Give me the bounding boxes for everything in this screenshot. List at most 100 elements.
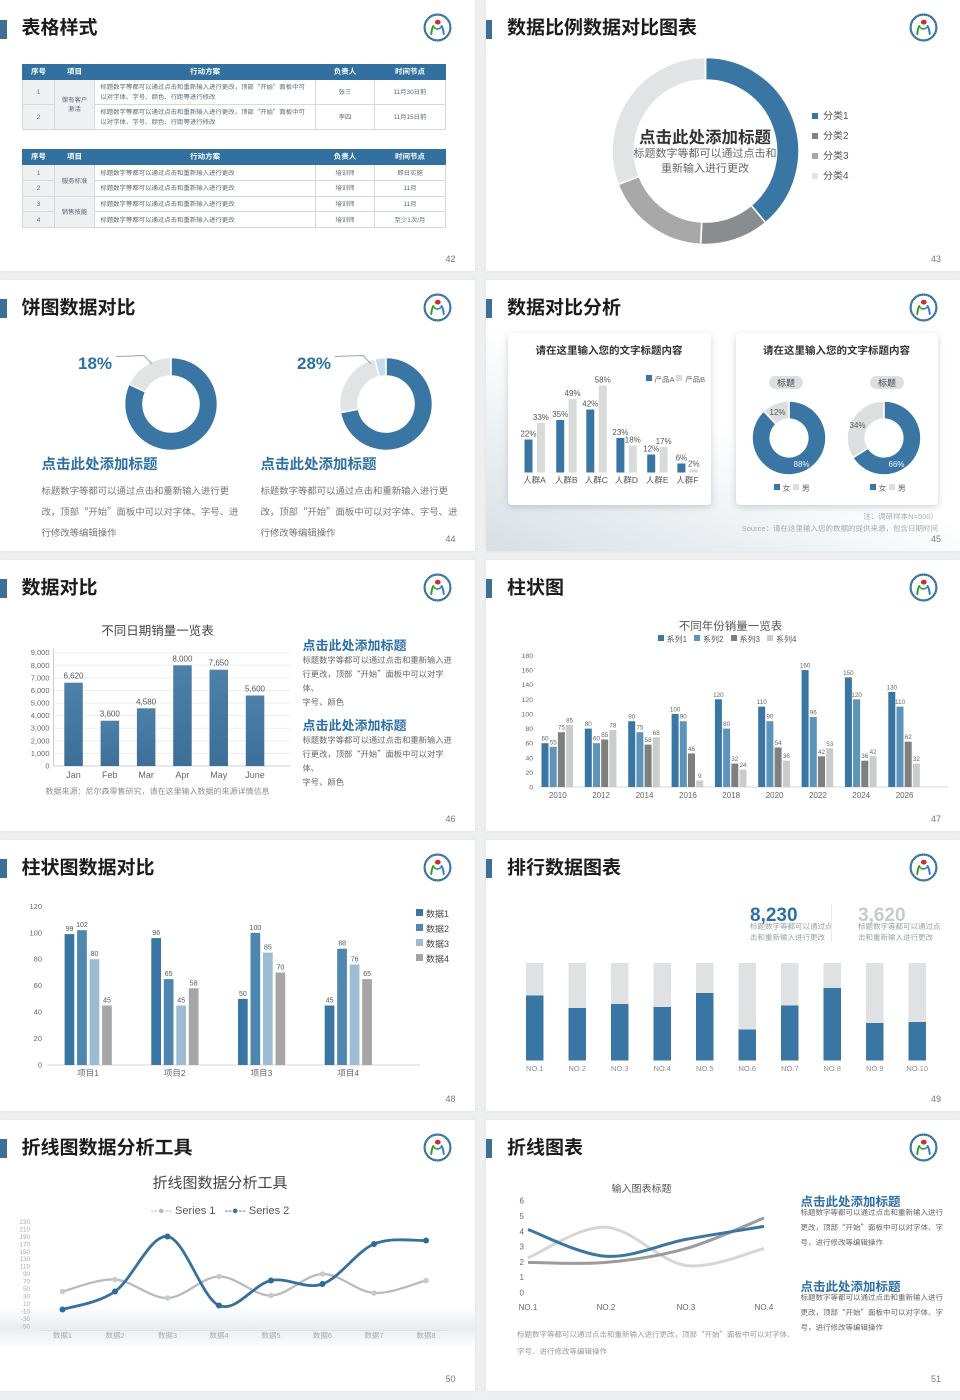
svg-text:110: 110 [20, 1261, 31, 1270]
svg-text:4,000: 4,000 [31, 710, 50, 721]
svg-text:22%: 22% [520, 428, 536, 439]
svg-text:2022: 2022 [809, 790, 827, 801]
svg-text:NO.4: NO.4 [754, 1302, 773, 1313]
svg-text:数据2: 数据2 [105, 1330, 124, 1341]
svg-text:3: 3 [519, 1241, 524, 1252]
svg-text:7,000: 7,000 [31, 672, 50, 683]
svg-text:8,000: 8,000 [172, 653, 193, 664]
svg-text:数据1: 数据1 [53, 1330, 72, 1341]
svg-text:0: 0 [519, 1287, 524, 1298]
svg-text:NO.1: NO.1 [518, 1302, 537, 1313]
svg-text:70: 70 [23, 1276, 31, 1285]
svg-text:Mar: Mar [138, 768, 154, 781]
svg-text:0: 0 [45, 760, 49, 771]
svg-text:68: 68 [652, 727, 660, 736]
svg-text:88: 88 [338, 938, 346, 948]
svg-text:230: 230 [19, 1217, 30, 1226]
svg-text:Apr: Apr [175, 768, 189, 781]
svg-text:42: 42 [869, 746, 877, 755]
svg-text:NO.1: NO.1 [526, 1063, 544, 1074]
svg-text:2018: 2018 [722, 790, 740, 801]
svg-text:8,000: 8,000 [31, 659, 50, 670]
svg-text:190: 190 [19, 1231, 30, 1240]
svg-text:9: 9 [697, 770, 701, 779]
svg-text:18%: 18% [624, 434, 640, 445]
svg-text:2%: 2% [688, 458, 700, 469]
svg-text:36: 36 [861, 751, 869, 760]
svg-text:170: 170 [19, 1239, 30, 1248]
svg-text:2026: 2026 [895, 790, 913, 801]
svg-text:NO.5: NO.5 [696, 1063, 714, 1074]
svg-text:58: 58 [190, 978, 198, 988]
svg-text:数据3: 数据3 [158, 1330, 177, 1341]
svg-text:80: 80 [34, 953, 42, 964]
svg-text:2,000: 2,000 [31, 735, 50, 746]
svg-text:53: 53 [826, 738, 834, 747]
svg-text:78: 78 [609, 720, 617, 729]
svg-text:项目1: 项目1 [77, 1067, 99, 1079]
svg-text:40: 40 [525, 752, 533, 762]
svg-text:36: 36 [782, 751, 790, 760]
svg-text:62: 62 [904, 732, 912, 741]
svg-text:NO.8: NO.8 [823, 1063, 841, 1074]
svg-text:5,000: 5,000 [31, 697, 50, 708]
svg-text:75: 75 [636, 722, 644, 731]
svg-text:数据4: 数据4 [209, 1330, 228, 1341]
svg-text:2014: 2014 [635, 790, 653, 801]
svg-text:人群D: 人群D [614, 474, 637, 486]
svg-text:150: 150 [19, 1246, 30, 1255]
svg-text:45: 45 [177, 995, 185, 1005]
svg-text:NO.6: NO.6 [738, 1063, 756, 1074]
svg-text:2012: 2012 [592, 790, 610, 801]
svg-text:NO.2: NO.2 [596, 1302, 615, 1313]
svg-text:85: 85 [264, 942, 272, 952]
svg-text:160: 160 [799, 660, 810, 669]
svg-text:数据7: 数据7 [364, 1330, 383, 1341]
svg-text:110: 110 [894, 697, 905, 706]
svg-text:80: 80 [91, 949, 99, 959]
svg-text:55: 55 [549, 737, 557, 746]
svg-text:20: 20 [34, 1033, 42, 1044]
svg-text:60: 60 [525, 737, 533, 747]
svg-text:80: 80 [584, 719, 592, 728]
svg-text:100: 100 [521, 708, 533, 718]
svg-text:70: 70 [277, 962, 285, 972]
svg-text:17%: 17% [655, 436, 671, 447]
svg-text:NO.10: NO.10 [906, 1063, 928, 1074]
svg-text:1: 1 [519, 1272, 524, 1283]
svg-text:58%: 58% [594, 374, 610, 385]
svg-text:2024: 2024 [852, 790, 870, 801]
svg-text:100: 100 [250, 922, 262, 932]
svg-text:24: 24 [739, 760, 747, 769]
svg-text:20: 20 [525, 766, 533, 776]
svg-text:3,000: 3,000 [31, 722, 50, 733]
svg-text:100: 100 [29, 927, 42, 938]
svg-text:150: 150 [843, 667, 854, 676]
svg-text:10: 10 [23, 1298, 31, 1307]
svg-text:40: 40 [34, 1006, 42, 1017]
svg-text:0: 0 [529, 781, 533, 791]
svg-text:23%: 23% [612, 427, 628, 438]
svg-text:数据6: 数据6 [313, 1330, 332, 1341]
svg-text:5: 5 [519, 1211, 524, 1222]
svg-text:项目3: 项目3 [251, 1067, 273, 1079]
svg-text:120: 120 [521, 693, 533, 703]
svg-text:30: 30 [23, 1291, 31, 1300]
svg-text:项目4: 项目4 [337, 1067, 359, 1079]
svg-text:60: 60 [34, 980, 42, 991]
svg-text:May: May [210, 768, 228, 781]
svg-text:120: 120 [851, 689, 862, 698]
svg-text:32: 32 [912, 754, 920, 763]
svg-text:人群B: 人群B [554, 474, 577, 486]
svg-text:90: 90 [23, 1269, 31, 1278]
svg-text:2020: 2020 [765, 790, 783, 801]
svg-text:4,580: 4,580 [136, 696, 157, 707]
svg-text:58: 58 [644, 735, 652, 744]
svg-text:1,000: 1,000 [31, 747, 50, 758]
svg-text:2016: 2016 [679, 790, 697, 801]
svg-text:7,650: 7,650 [209, 657, 230, 668]
svg-text:Jan: Jan [66, 768, 81, 781]
svg-text:NO.3: NO.3 [676, 1302, 695, 1313]
svg-text:NO.2: NO.2 [568, 1063, 586, 1074]
svg-text:80: 80 [525, 723, 533, 733]
